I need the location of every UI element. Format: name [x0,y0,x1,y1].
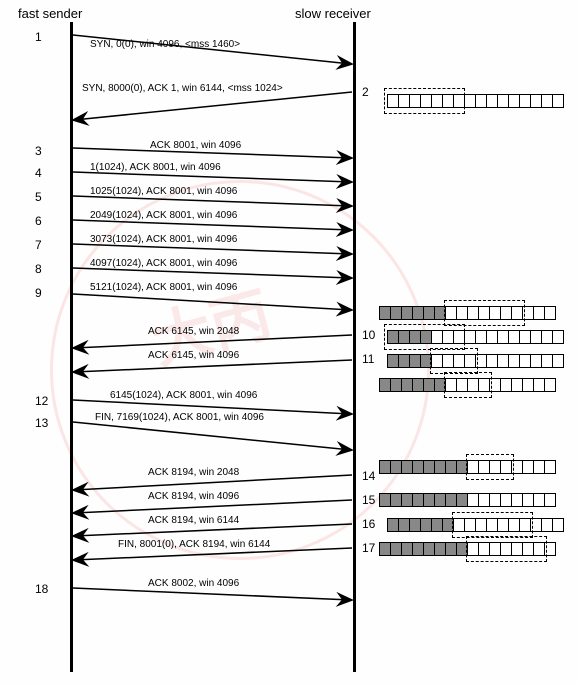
sequence-number: 4 [35,166,42,180]
message-label: 5121(1024), ACK 8001, win 4096 [90,282,237,293]
message-arrow [73,588,351,600]
buffer-cell-empty [552,354,564,368]
message-label: FIN, 8001(0), ACK 8194, win 6144 [118,539,270,550]
buffer-diagram [380,542,556,561]
window-marker [466,454,514,480]
window-marker [466,536,547,562]
sequence-number: 17 [362,541,375,555]
message-label: 4097(1024), ACK 8001, win 4096 [90,258,237,269]
buffer-diagram [380,306,556,325]
message-label: ACK 6145, win 4096 [148,350,239,361]
sequence-number: 3 [35,144,42,158]
sequence-number: 9 [35,286,42,300]
message-label: ACK 6145, win 2048 [148,326,239,337]
message-label: SYN, 0(0), win 4096, <mss 1460> [90,39,240,50]
window-marker [444,372,492,398]
sequence-number: 6 [35,214,42,228]
message-arrow [74,360,352,372]
sequence-number: 13 [35,416,48,430]
message-label: 6145(1024), ACK 8001, win 4096 [110,390,257,401]
sequence-number: 5 [35,190,42,204]
window-marker [430,348,478,374]
message-arrow [73,196,351,206]
buffer-diagram [388,518,564,537]
sequence-number: 14 [362,469,375,483]
buffer-cell-empty [552,518,564,532]
message-label: 2049(1024), ACK 8001, win 4096 [90,210,237,221]
buffer-diagram [380,460,556,479]
buffer-cell-empty [544,460,556,474]
buffer-diagram [388,330,564,349]
buffer-cell-empty [544,306,556,320]
sequence-number: 10 [362,328,375,342]
message-arrow [74,92,352,120]
message-label: FIN, 7169(1024), ACK 8001, win 4096 [95,412,264,423]
sequence-number: 18 [35,582,48,596]
sequence-number: 15 [362,493,375,507]
window-marker [384,324,465,350]
buffer-cell-empty [552,94,564,108]
message-arrow [73,220,351,230]
message-label: 3073(1024), ACK 8001, win 4096 [90,234,237,245]
buffer-cell-empty [544,378,556,392]
window-marker [384,88,465,114]
window-marker [452,512,533,538]
message-arrow [73,294,351,310]
message-label: 1(1024), ACK 8001, win 4096 [90,162,221,173]
sequence-number: 2 [362,85,369,99]
sequence-number: 11 [362,352,374,366]
buffer-diagram [380,378,556,397]
message-arrow [73,268,351,278]
message-label: ACK 8194, win 6144 [148,515,239,526]
message-label: ACK 8001, win 4096 [150,140,241,151]
message-arrow [73,422,351,450]
buffer-cell-empty [544,493,556,507]
message-label: 1025(1024), ACK 8001, win 4096 [90,186,237,197]
buffer-diagram [380,493,556,512]
sequence-number: 7 [35,238,42,252]
message-label: SYN, 8000(0), ACK 1, win 6144, <mss 1024… [82,83,283,94]
buffer-cell-empty [552,330,564,344]
message-label: ACK 8194, win 4096 [148,491,239,502]
buffer-diagram [388,94,564,113]
message-label: ACK 8002, win 4096 [148,578,239,589]
message-arrow [73,244,351,254]
window-marker [444,300,525,326]
buffer-diagram [388,354,564,373]
sequence-number: 1 [35,30,42,44]
sequence-number: 12 [35,394,48,408]
message-label: ACK 8194, win 2048 [148,467,239,478]
sequence-number: 16 [362,517,375,531]
sequence-number: 8 [35,262,42,276]
message-arrow [73,172,351,182]
